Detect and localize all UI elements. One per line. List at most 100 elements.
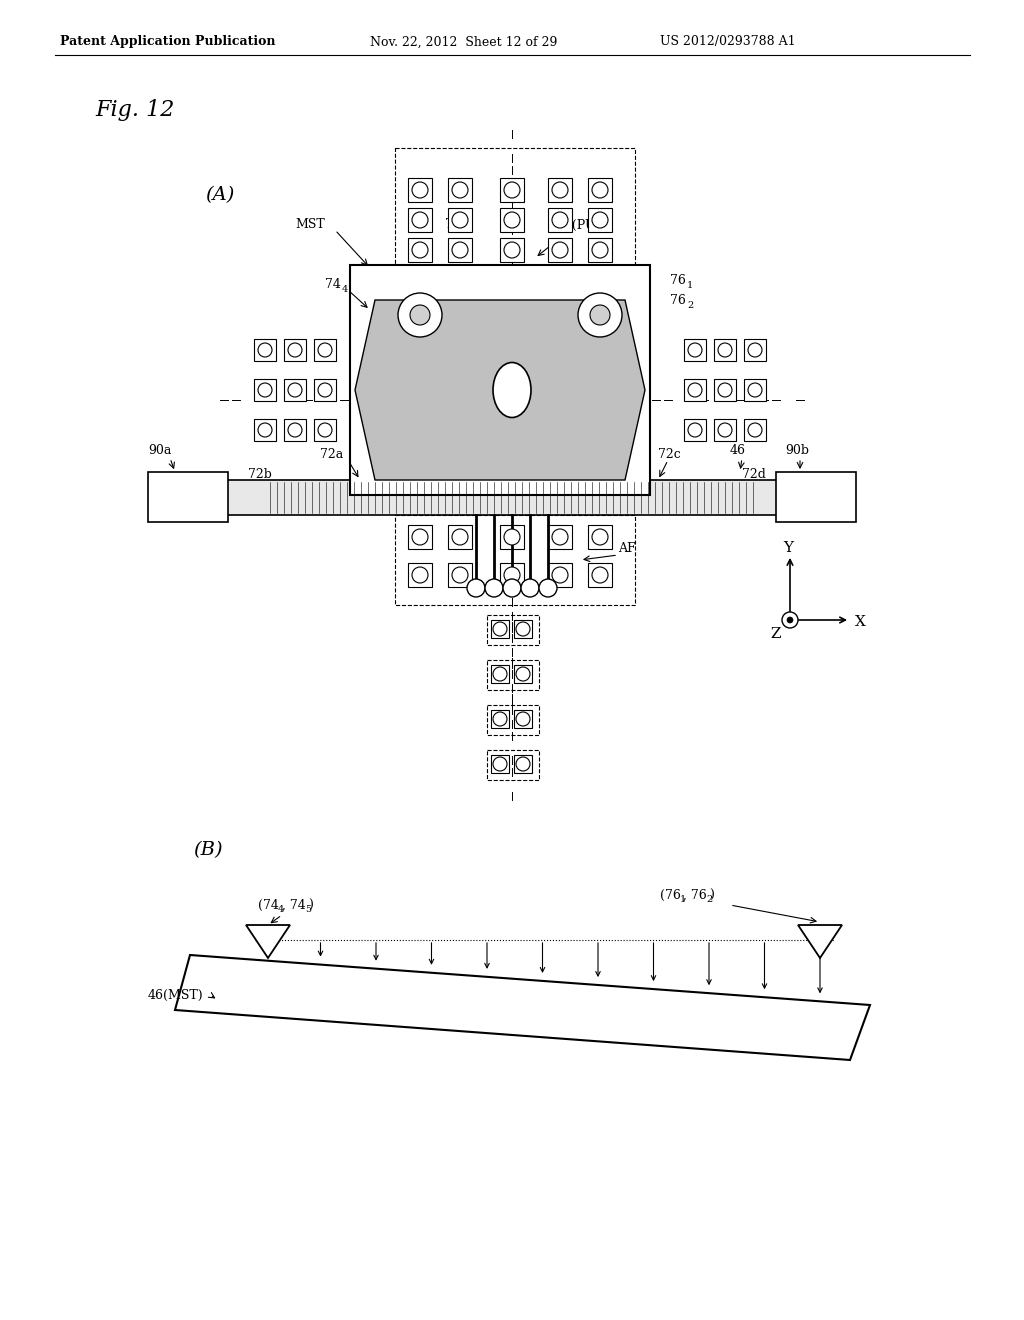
Circle shape: [718, 343, 732, 356]
Circle shape: [493, 622, 507, 636]
Text: 46: 46: [730, 444, 746, 457]
Circle shape: [258, 343, 272, 356]
Bar: [284, 418, 306, 441]
Circle shape: [592, 529, 608, 545]
Circle shape: [467, 579, 485, 597]
Bar: [548, 525, 572, 549]
Circle shape: [452, 213, 468, 228]
Circle shape: [552, 242, 568, 257]
Text: 76: 76: [670, 273, 686, 286]
Bar: [684, 339, 706, 360]
Circle shape: [410, 305, 430, 325]
Bar: [490, 755, 509, 774]
Circle shape: [258, 422, 272, 437]
Circle shape: [688, 422, 702, 437]
Text: 1: 1: [687, 281, 693, 289]
Bar: [548, 178, 572, 202]
Text: 72a: 72a: [319, 449, 343, 462]
Text: Y: Y: [783, 541, 793, 554]
Text: (A): (A): [205, 186, 234, 205]
Bar: [514, 755, 532, 774]
Bar: [314, 379, 336, 401]
Bar: [500, 238, 524, 261]
Circle shape: [288, 422, 302, 437]
Circle shape: [398, 293, 442, 337]
Circle shape: [787, 616, 793, 623]
Circle shape: [412, 568, 428, 583]
Circle shape: [552, 568, 568, 583]
Text: (74: (74: [258, 899, 279, 912]
Text: ): ): [308, 899, 313, 912]
Circle shape: [504, 242, 520, 257]
Bar: [684, 379, 706, 401]
Bar: [487, 705, 539, 735]
Bar: [487, 615, 539, 645]
Text: Nov. 22, 2012  Sheet 12 of 29: Nov. 22, 2012 Sheet 12 of 29: [370, 36, 557, 49]
Text: Fig. 12: Fig. 12: [95, 99, 174, 121]
Circle shape: [592, 242, 608, 257]
Circle shape: [688, 343, 702, 356]
Bar: [490, 620, 509, 638]
Circle shape: [590, 305, 610, 325]
Text: 4: 4: [278, 904, 285, 913]
Circle shape: [412, 213, 428, 228]
Circle shape: [748, 422, 762, 437]
Text: ): ): [709, 888, 714, 902]
Bar: [548, 564, 572, 587]
Bar: [588, 525, 612, 549]
Bar: [714, 379, 736, 401]
Circle shape: [412, 242, 428, 257]
Circle shape: [718, 383, 732, 397]
Bar: [395, 515, 635, 605]
Circle shape: [288, 383, 302, 397]
Circle shape: [578, 293, 622, 337]
Circle shape: [318, 343, 332, 356]
Text: US 2012/0293788 A1: US 2012/0293788 A1: [660, 36, 796, 49]
Circle shape: [504, 568, 520, 583]
Text: MST: MST: [295, 219, 325, 231]
Bar: [449, 178, 472, 202]
Bar: [284, 379, 306, 401]
Bar: [254, 339, 276, 360]
Bar: [514, 710, 532, 729]
Bar: [487, 750, 539, 780]
Circle shape: [504, 529, 520, 545]
Circle shape: [748, 383, 762, 397]
Circle shape: [503, 579, 521, 597]
Bar: [500, 209, 524, 232]
Bar: [714, 339, 736, 360]
Text: 4: 4: [342, 285, 348, 294]
Bar: [548, 209, 572, 232]
Bar: [684, 418, 706, 441]
Bar: [449, 209, 472, 232]
Bar: [408, 525, 432, 549]
Text: Z: Z: [771, 627, 781, 642]
Bar: [408, 564, 432, 587]
Bar: [408, 238, 432, 261]
Text: PL(PU): PL(PU): [555, 219, 600, 231]
Bar: [314, 418, 336, 441]
Circle shape: [452, 242, 468, 257]
Circle shape: [504, 213, 520, 228]
Bar: [588, 238, 612, 261]
Bar: [744, 418, 766, 441]
Bar: [514, 665, 532, 682]
Circle shape: [718, 422, 732, 437]
Circle shape: [552, 182, 568, 198]
Bar: [487, 660, 539, 690]
Bar: [254, 379, 276, 401]
Bar: [449, 564, 472, 587]
Circle shape: [688, 383, 702, 397]
Circle shape: [318, 422, 332, 437]
Bar: [449, 238, 472, 261]
Circle shape: [258, 383, 272, 397]
Text: 5: 5: [462, 226, 468, 235]
Text: (76: (76: [660, 888, 681, 902]
Bar: [588, 564, 612, 587]
Text: 72d: 72d: [742, 469, 766, 482]
Bar: [500, 564, 524, 587]
Text: 90a: 90a: [148, 444, 171, 457]
Circle shape: [592, 182, 608, 198]
Circle shape: [412, 182, 428, 198]
Bar: [490, 710, 509, 729]
